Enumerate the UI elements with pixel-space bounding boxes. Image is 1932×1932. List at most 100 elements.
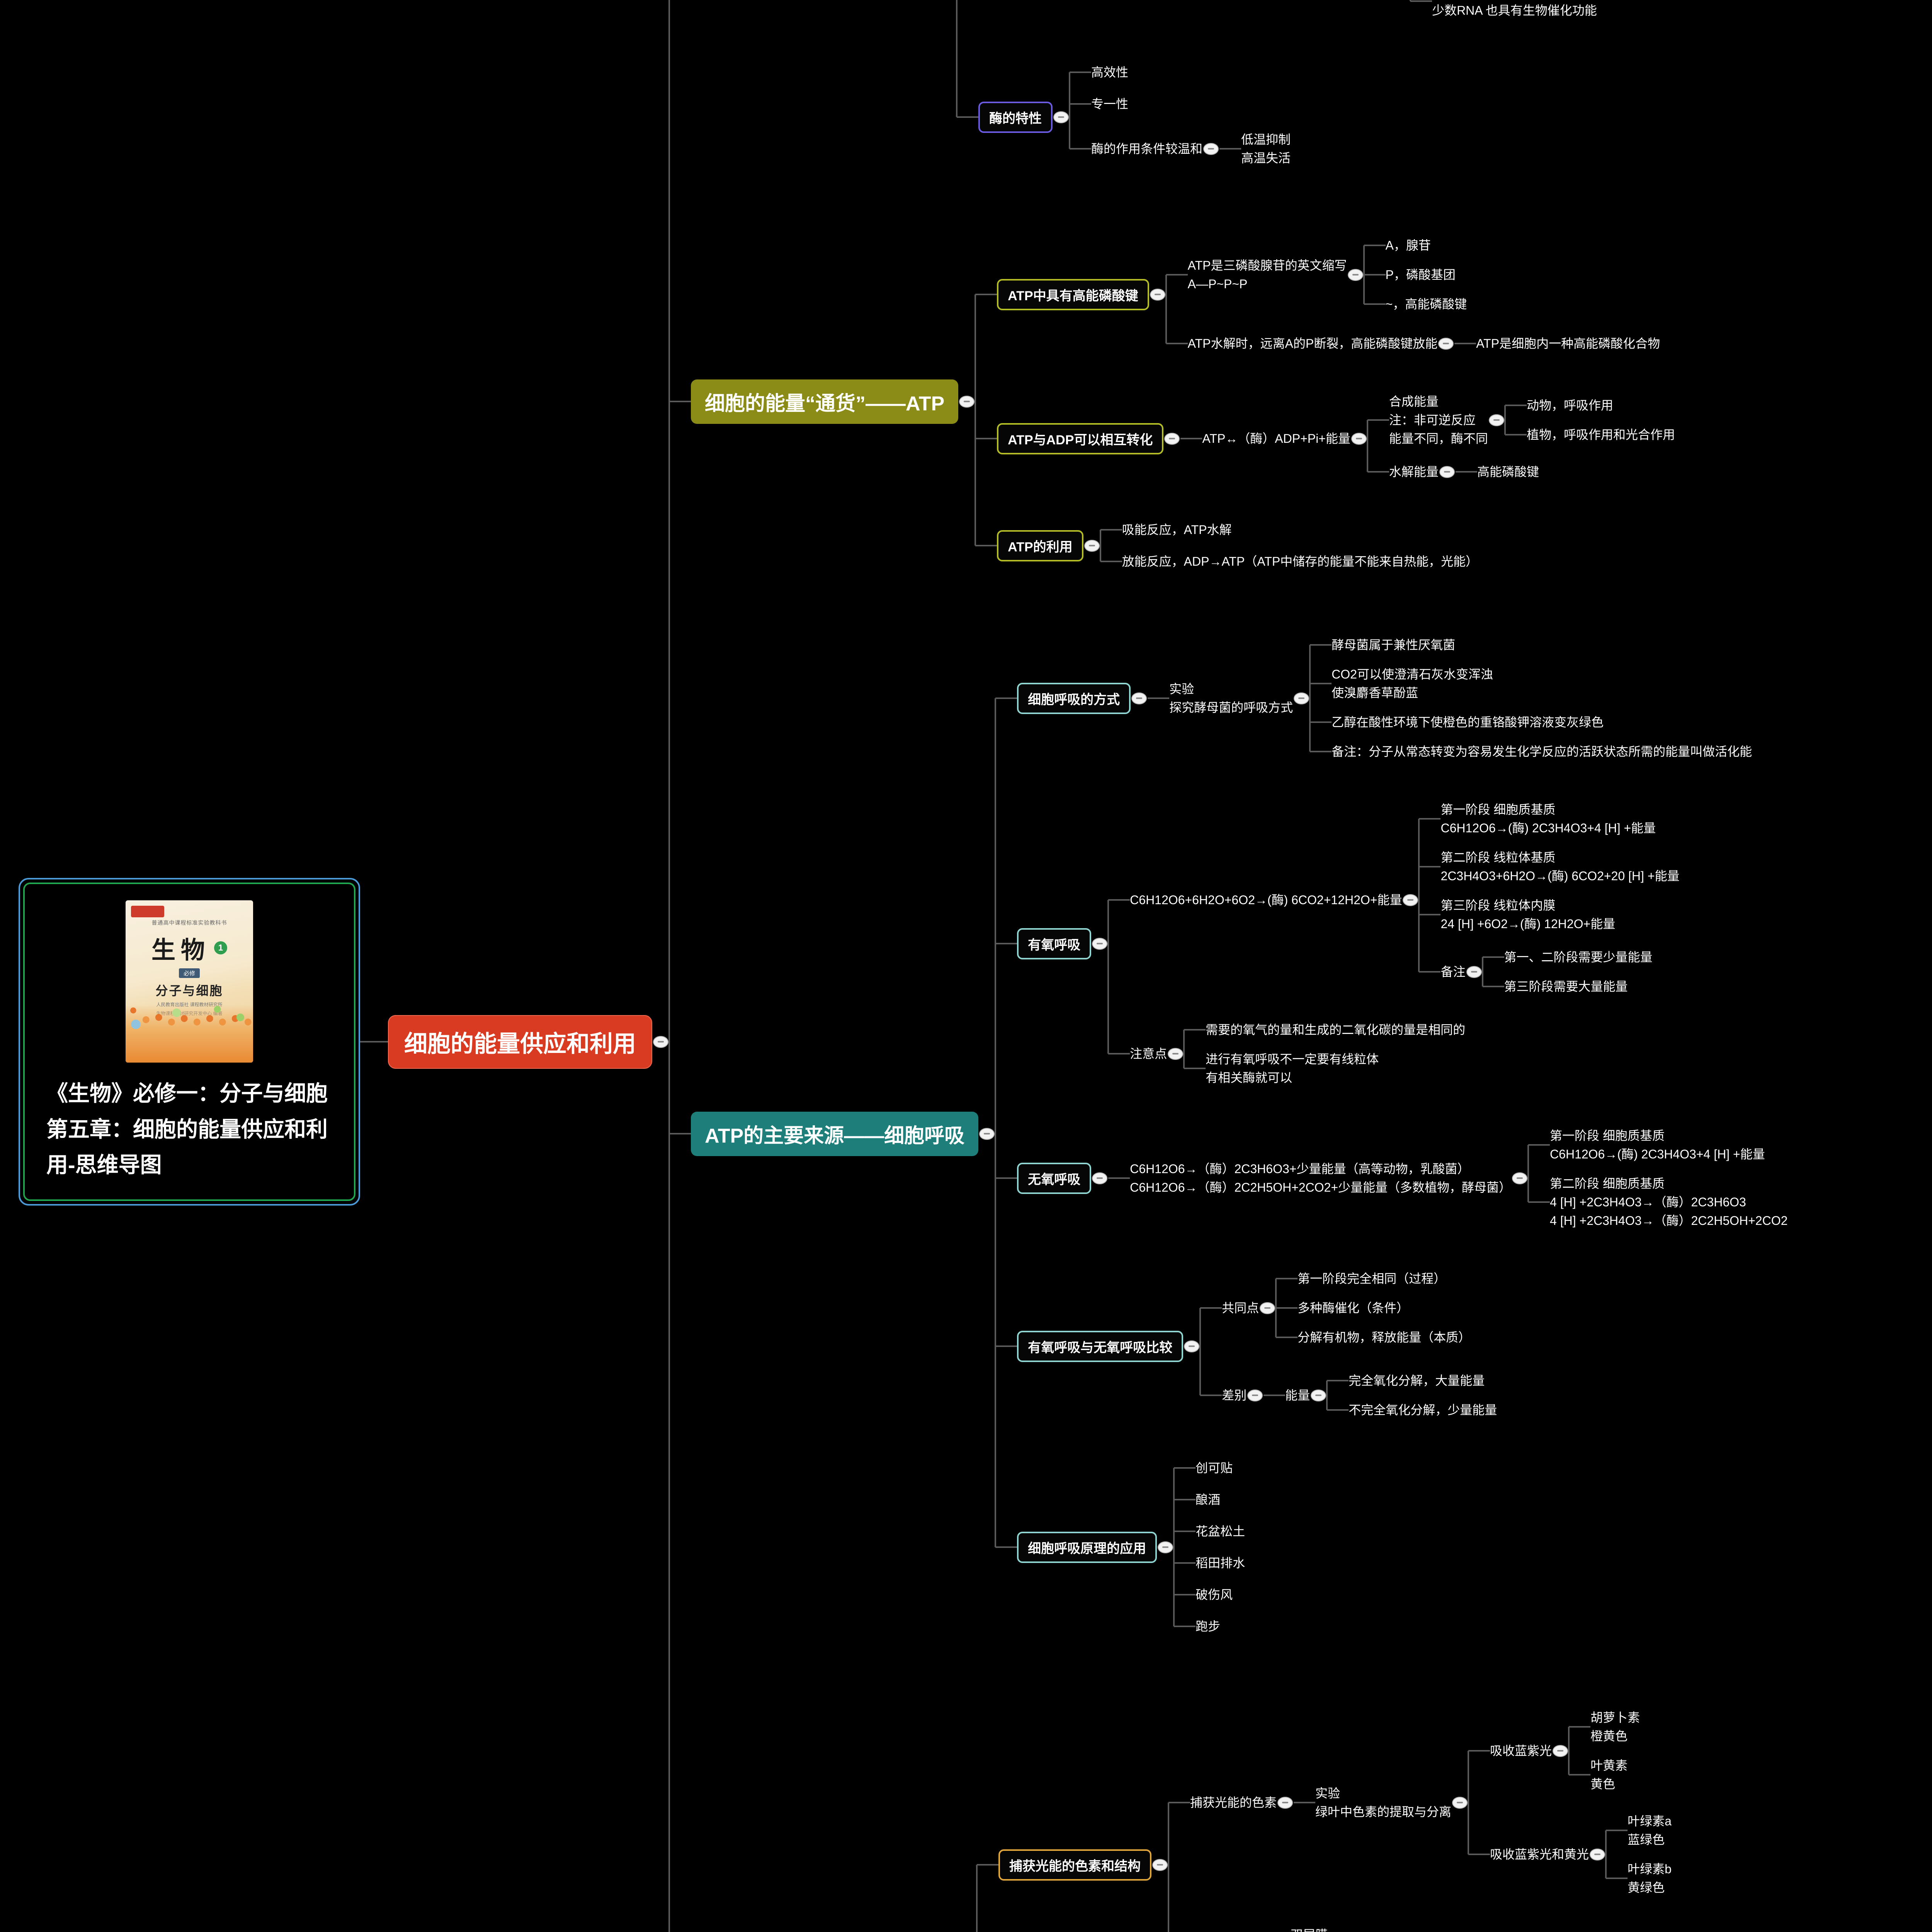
collapse-handle-icon[interactable] xyxy=(1438,337,1454,350)
map-node[interactable]: 捕获光能的色素 xyxy=(1190,1796,1277,1810)
map-node[interactable]: 高效性 xyxy=(1091,65,1129,79)
map-node[interactable]: 酶的作用条件较温和 xyxy=(1091,142,1203,156)
map-node[interactable]: 吸能反应，ATP水解 xyxy=(1122,523,1232,537)
map-node[interactable]: 第二阶段 线粒体基质 2C3H4O3+6H2O→(酶) 6CO2+20 [H] … xyxy=(1440,850,1680,883)
root-topic[interactable]: 细胞的能量供应和利用 xyxy=(388,1015,652,1069)
map-node[interactable]: 放能反应，ADP→ATP（ATP中储存的能量不能来自热能，光能） xyxy=(1122,554,1478,568)
map-node[interactable]: 第一阶段完全相同（过程） xyxy=(1298,1272,1446,1286)
collapse-handle-icon[interactable] xyxy=(1164,432,1180,445)
map-node[interactable]: 共同点 xyxy=(1222,1301,1259,1315)
map-node[interactable]: 备注：分子从常态转变为容易发生化学反应的活跃状态所需的能量叫做活化能 xyxy=(1332,745,1752,759)
map-node[interactable]: 叶绿素b 黄绿色 xyxy=(1628,1862,1672,1895)
map-node[interactable]: 乙醇在酸性环境下使橙色的重铬酸钾溶液变灰绿色 xyxy=(1332,715,1604,729)
section-topic[interactable]: 有氧呼吸 xyxy=(1017,928,1092,959)
map-node[interactable]: C6H12O6+6H2O+6O2→(酶) 6CO2+12H2O+能量 xyxy=(1130,893,1402,907)
map-node[interactable]: 第三阶段 线粒体内膜 24 [H] +6O2→(酶) 12H2O+能量 xyxy=(1440,898,1616,931)
collapse-handle-icon[interactable] xyxy=(1347,269,1363,281)
map-node[interactable]: 叶绿素a 蓝绿色 xyxy=(1628,1814,1672,1847)
map-node[interactable]: 稻田排水 xyxy=(1196,1556,1245,1570)
collapse-handle-icon[interactable] xyxy=(1184,1340,1200,1352)
map-node[interactable]: 破伤风 xyxy=(1196,1588,1233,1602)
map-node[interactable]: ~，高能磷酸键 xyxy=(1385,297,1467,311)
collapse-handle-icon[interactable] xyxy=(1247,1389,1263,1401)
map-node[interactable]: 叶黄素 黄色 xyxy=(1590,1759,1628,1791)
map-node[interactable]: 第一、二阶段需要少量能量 xyxy=(1504,950,1653,964)
collapse-handle-icon[interactable] xyxy=(1488,414,1504,426)
map-node[interactable]: 专一性 xyxy=(1091,97,1129,111)
map-node[interactable]: 第二阶段 细胞质基质 4 [H] +2C3H4O3→（酶）2C3H6O3 4 [… xyxy=(1550,1177,1788,1228)
map-node[interactable]: 合成能量 注：非可逆反应 能量不同，酶不同 xyxy=(1389,395,1488,446)
map-node[interactable]: 实验 绿叶中色素的提取与分离 xyxy=(1315,1786,1452,1819)
collapse-handle-icon[interactable] xyxy=(1260,1302,1276,1314)
map-node[interactable]: 第一阶段 细胞质基质 C6H12O6→(酶) 2C3H4O3+4 [H] +能量 xyxy=(1550,1129,1765,1161)
map-node[interactable]: A，腺苷 xyxy=(1385,238,1431,252)
map-node[interactable]: C6H12O6→（酶）2C3H6O3+少量能量（高等动物，乳酸菌） C6H12O… xyxy=(1130,1162,1512,1194)
map-node[interactable]: 需要的氧气的量和生成的二氧化碳的量是相同的 xyxy=(1206,1023,1466,1037)
map-node[interactable]: 能量 xyxy=(1285,1388,1310,1402)
collapse-handle-icon[interactable] xyxy=(1084,539,1100,552)
collapse-handle-icon[interactable] xyxy=(979,1128,995,1140)
section-topic[interactable]: 酶的特性 xyxy=(978,101,1053,133)
map-node[interactable]: 完全氧化分解，大量能量 xyxy=(1349,1374,1485,1388)
map-node[interactable]: 创可贴 xyxy=(1196,1461,1233,1475)
collapse-handle-icon[interactable] xyxy=(1590,1848,1605,1861)
map-node[interactable]: 实验 探究酵母菌的呼吸方式 xyxy=(1169,682,1293,714)
map-node[interactable]: P，磷酸基团 xyxy=(1385,268,1456,282)
map-node[interactable]: ATP是三磷酸腺苷的英文缩写 A—P~P~P xyxy=(1187,259,1347,291)
map-node[interactable]: 吸收蓝紫光和黄光 xyxy=(1490,1847,1589,1861)
collapse-handle-icon[interactable] xyxy=(1053,111,1069,123)
collapse-handle-icon[interactable] xyxy=(1466,966,1482,978)
branch-topic[interactable]: 细胞的能量“通货”——ATP xyxy=(691,379,959,424)
map-node[interactable]: 不完全氧化分解，少量能量 xyxy=(1349,1403,1497,1417)
section-topic[interactable]: ATP与ADP可以相互转化 xyxy=(997,423,1164,454)
section-topic[interactable]: ATP的利用 xyxy=(997,530,1083,561)
section-topic[interactable]: ATP中具有高能磷酸键 xyxy=(997,279,1149,310)
map-node[interactable]: 酿酒 xyxy=(1196,1493,1221,1507)
collapse-handle-icon[interactable] xyxy=(959,395,975,408)
map-node[interactable]: 第三阶段需要大量能量 xyxy=(1504,980,1628,993)
collapse-handle-icon[interactable] xyxy=(1203,143,1219,155)
collapse-handle-icon[interactable] xyxy=(1158,1541,1173,1553)
map-node[interactable]: 注意点 xyxy=(1130,1047,1167,1061)
map-node[interactable]: ATP是细胞内一种高能磷酸化合物 xyxy=(1476,337,1660,350)
map-node[interactable]: 差别 xyxy=(1222,1388,1247,1402)
map-node[interactable]: 酵母菌属于兼性厌氧菌 xyxy=(1332,638,1456,652)
map-node[interactable]: 胡萝卜素 橙黄色 xyxy=(1590,1711,1640,1743)
collapse-handle-icon[interactable] xyxy=(1439,466,1455,478)
collapse-handle-icon[interactable] xyxy=(1277,1796,1293,1809)
map-node[interactable]: ATP水解时，远离A的P断裂，高能磷酸键放能 xyxy=(1187,337,1438,350)
map-node[interactable]: 20世纪80年代 切赫和奥特曼 少数RNA 也具有生物催化功能 xyxy=(1432,3,1597,17)
section-topic[interactable]: 细胞呼吸原理的应用 xyxy=(1017,1531,1157,1563)
map-node[interactable]: ATP↔（酶）ADP+Pi+能量 xyxy=(1202,432,1350,446)
collapse-handle-icon[interactable] xyxy=(1311,1389,1327,1401)
collapse-handle-icon[interactable] xyxy=(1152,1859,1168,1871)
collapse-handle-icon[interactable] xyxy=(1452,1796,1468,1809)
collapse-handle-icon[interactable] xyxy=(1553,1745,1568,1757)
map-node[interactable]: 进行有氧呼吸不一定要有线粒体 有相关酶就可以 xyxy=(1206,1052,1379,1085)
map-node[interactable]: 多种酶催化（条件） xyxy=(1298,1301,1409,1315)
collapse-handle-icon[interactable] xyxy=(1150,288,1165,301)
collapse-handle-icon[interactable] xyxy=(1403,894,1418,906)
map-node[interactable]: 动物，呼吸作用 xyxy=(1526,398,1613,412)
collapse-handle-icon[interactable] xyxy=(1168,1048,1184,1060)
collapse-handle-icon[interactable] xyxy=(653,1036,668,1048)
collapse-handle-icon[interactable] xyxy=(1351,432,1367,445)
map-node[interactable]: 跑步 xyxy=(1196,1619,1221,1633)
collapse-handle-icon[interactable] xyxy=(1131,692,1147,704)
collapse-handle-icon[interactable] xyxy=(1092,937,1108,950)
map-node[interactable]: 低温抑制 高温失活 xyxy=(1241,133,1291,165)
map-node[interactable]: 植物，呼吸作用和光合作用 xyxy=(1526,428,1675,442)
map-node[interactable]: CO2可以使澄清石灰水变浑浊 使溴麝香草酚蓝 xyxy=(1332,667,1493,700)
section-topic[interactable]: 有氧呼吸与无氧呼吸比较 xyxy=(1017,1330,1184,1362)
map-node[interactable]: 备注 xyxy=(1440,965,1466,979)
map-node[interactable]: 水解能量 xyxy=(1389,465,1439,479)
section-topic[interactable]: 无氧呼吸 xyxy=(1017,1162,1092,1194)
branch-topic[interactable]: ATP的主要来源——细胞呼吸 xyxy=(691,1111,979,1156)
map-node[interactable]: 高能磷酸键 xyxy=(1477,465,1539,479)
collapse-handle-icon[interactable] xyxy=(1092,1172,1108,1184)
map-node[interactable]: 花盆松土 xyxy=(1196,1524,1245,1538)
section-topic[interactable]: 捕获光能的色素和结构 xyxy=(998,1849,1152,1881)
map-node[interactable]: 吸收蓝紫光 xyxy=(1490,1744,1552,1758)
collapse-handle-icon[interactable] xyxy=(1512,1172,1528,1184)
collapse-handle-icon[interactable] xyxy=(1294,692,1310,704)
